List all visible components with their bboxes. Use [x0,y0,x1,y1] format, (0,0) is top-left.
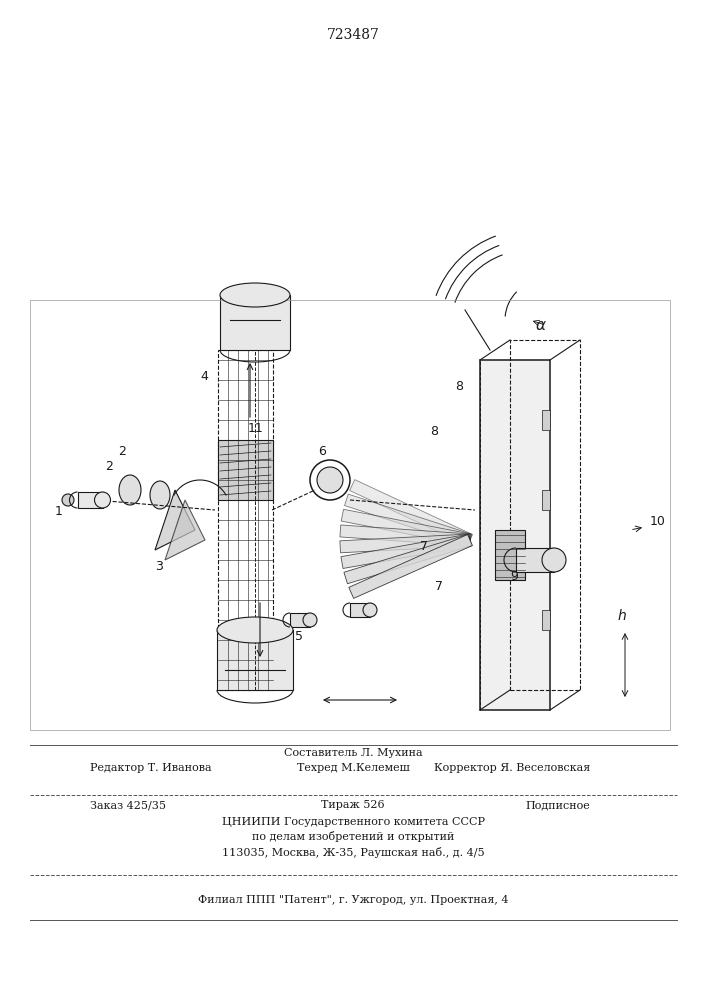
Polygon shape [155,490,195,550]
Ellipse shape [119,475,141,505]
Text: Составитель Л. Мухина: Составитель Л. Мухина [284,748,422,758]
Text: 8: 8 [430,425,438,438]
Ellipse shape [220,283,290,307]
Polygon shape [217,630,293,690]
Text: 9: 9 [510,570,518,583]
Circle shape [62,494,74,506]
Polygon shape [344,534,472,584]
Text: по делам изобретений и открытий: по делам изобретений и открытий [252,832,454,842]
Text: 2: 2 [118,445,126,458]
Text: Подписное: Подписное [525,800,590,810]
Polygon shape [290,613,310,627]
Text: Заказ 425/35: Заказ 425/35 [90,800,166,810]
Text: 11: 11 [248,422,264,435]
Ellipse shape [217,617,293,643]
Text: 2: 2 [105,460,113,473]
Bar [542,490,550,510]
Polygon shape [165,500,205,560]
Text: Техред М.Келемеш: Техред М.Келемеш [296,763,409,773]
Bar [480,360,550,710]
Text: 7: 7 [420,540,428,553]
Polygon shape [340,534,470,553]
Bar [542,410,550,430]
Polygon shape [516,548,554,572]
Polygon shape [344,494,472,546]
Text: Редактор Т. Иванова: Редактор Т. Иванова [90,763,211,773]
Polygon shape [340,525,470,546]
Polygon shape [350,480,472,545]
Polygon shape [350,603,370,617]
Text: 5: 5 [295,630,303,643]
Ellipse shape [150,481,170,509]
Ellipse shape [542,548,566,572]
Bar [510,340,580,690]
Text: 1: 1 [55,505,63,518]
Circle shape [317,467,343,493]
Polygon shape [220,295,290,350]
Text: ЦНИИПИ Государственного комитета СССР: ЦНИИПИ Государственного комитета СССР [221,817,484,827]
Text: Корректор Я. Веселовская: Корректор Я. Веселовская [434,763,590,773]
Text: 3: 3 [155,560,163,573]
Bar [218,440,273,500]
Text: Тираж 526: Тираж 526 [321,800,385,810]
Text: 7: 7 [435,580,443,593]
Bar [30,300,670,730]
Polygon shape [341,534,471,568]
Ellipse shape [303,613,317,627]
Ellipse shape [363,603,377,617]
Polygon shape [341,509,471,546]
Text: 10: 10 [650,515,666,528]
Bar [542,610,550,630]
Text: 8: 8 [455,380,463,393]
Polygon shape [78,492,103,508]
Text: Филиал ППП "Патент", г. Ужгород, ул. Проектная, 4: Филиал ППП "Патент", г. Ужгород, ул. Про… [198,895,508,905]
Text: 6: 6 [318,445,326,458]
Text: 113035, Москва, Ж-35, Раушская наб., д. 4/5: 113035, Москва, Ж-35, Раушская наб., д. … [222,846,484,857]
Polygon shape [349,535,472,598]
Text: 723487: 723487 [327,28,380,42]
Bar [495,530,525,580]
Text: h: h [618,609,626,623]
Text: 4: 4 [200,370,208,383]
Text: $\alpha$: $\alpha$ [535,318,547,333]
Ellipse shape [95,492,110,508]
